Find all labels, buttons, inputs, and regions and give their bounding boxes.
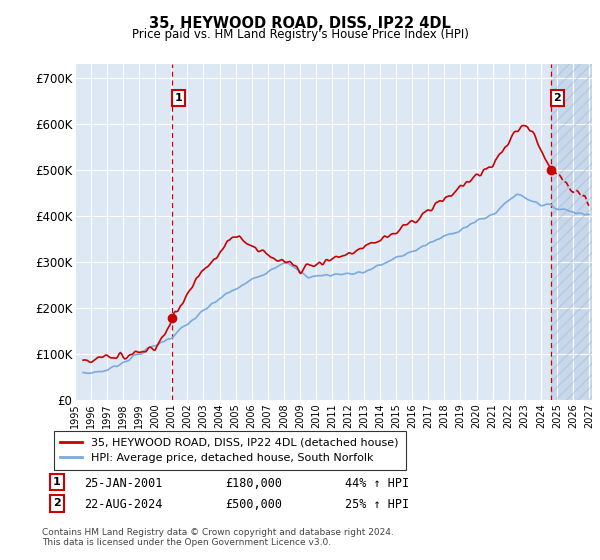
Bar xyxy=(551,64,592,400)
Text: £180,000: £180,000 xyxy=(225,477,282,490)
Text: 35, HEYWOOD ROAD, DISS, IP22 4DL: 35, HEYWOOD ROAD, DISS, IP22 4DL xyxy=(149,16,451,31)
Bar xyxy=(551,64,592,400)
Text: 1: 1 xyxy=(175,93,182,103)
Text: 2: 2 xyxy=(553,93,561,103)
Text: 22-AUG-2024: 22-AUG-2024 xyxy=(84,498,163,511)
Legend: 35, HEYWOOD ROAD, DISS, IP22 4DL (detached house), HPI: Average price, detached : 35, HEYWOOD ROAD, DISS, IP22 4DL (detach… xyxy=(53,431,406,470)
Text: £500,000: £500,000 xyxy=(225,498,282,511)
Text: 2: 2 xyxy=(53,498,61,508)
Text: Price paid vs. HM Land Registry's House Price Index (HPI): Price paid vs. HM Land Registry's House … xyxy=(131,28,469,41)
Text: 25% ↑ HPI: 25% ↑ HPI xyxy=(345,498,409,511)
Text: 25-JAN-2001: 25-JAN-2001 xyxy=(84,477,163,490)
Text: Contains HM Land Registry data © Crown copyright and database right 2024.
This d: Contains HM Land Registry data © Crown c… xyxy=(42,528,394,547)
Text: 44% ↑ HPI: 44% ↑ HPI xyxy=(345,477,409,490)
Text: 1: 1 xyxy=(53,477,61,487)
